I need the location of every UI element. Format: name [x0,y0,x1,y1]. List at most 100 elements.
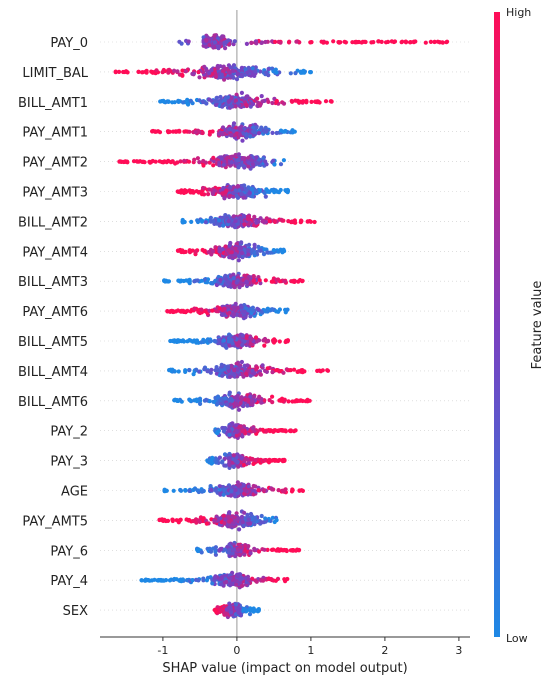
shap-point [285,576,290,582]
shap-point [175,248,181,253]
shap-point [208,339,213,344]
shap-point [236,407,242,412]
shap-point [209,458,214,463]
shap-point [186,159,192,164]
shap-point [173,161,178,166]
shap-point [209,487,214,492]
shap-point [212,33,217,38]
shap-point [227,127,232,132]
shap-point [231,222,236,227]
shap-point [300,99,306,104]
shap-point [199,340,204,345]
shap-point [270,130,275,135]
shap-point [225,365,230,370]
shap-point [146,578,151,583]
shap-point [263,516,268,521]
shap-point [270,400,275,405]
shap-point [232,285,237,290]
shap-point [274,70,279,75]
shap-point [317,100,322,105]
shap-point [236,547,241,552]
shap-point [183,369,188,374]
shap-point [259,125,264,130]
shap-point [262,458,267,463]
shap-point [256,307,261,312]
shap-point [186,518,191,523]
shap-point [285,307,290,312]
shap-point [227,70,232,75]
shap-point [162,517,167,522]
shap-point [199,278,204,283]
shap-point [273,578,278,583]
shap-point [252,214,257,219]
shap-point [259,520,264,525]
swarm-bill_amt4 [167,359,331,379]
shap-point [192,306,197,311]
shap-point [197,75,202,80]
shap-point [235,158,241,163]
shap-point [263,194,268,199]
feature-gridlines [100,41,470,611]
shap-point [200,130,205,136]
shap-point [271,547,276,552]
shap-point [270,100,275,106]
shap-point [238,577,243,582]
shap-point [253,335,259,340]
shap-point [257,394,262,399]
shap-point [211,44,216,49]
shap-point [240,520,245,525]
shap-point [224,188,229,193]
shap-point [191,372,196,377]
shap-point [250,187,255,192]
shap-point [177,128,182,133]
shap-point [251,274,256,279]
shap-point [336,40,341,45]
shap-point [233,395,238,400]
shap-point [259,94,264,99]
shap-point [404,39,409,44]
shap-point [122,159,127,164]
shap-point [188,398,193,403]
shap-point [178,159,183,164]
shap-point [181,219,186,224]
shap-point [309,99,314,104]
shap-point [196,70,201,75]
shap-point [231,121,237,126]
shap-point [277,428,282,433]
shap-point [229,154,234,159]
shap-point [259,513,264,519]
shap-point [270,394,275,399]
shap-point [228,518,234,523]
shap-point [371,40,376,45]
shap-point [257,103,262,108]
shap-point [221,429,226,434]
shap-point [313,99,318,104]
shap-point [320,368,325,373]
shap-point [180,100,186,105]
shap-point [290,548,295,553]
shap-point [234,401,239,407]
shap-point [297,100,302,105]
shap-point [183,129,188,134]
shap-point [226,99,231,104]
shap-point [213,545,218,550]
shap-point [136,69,141,74]
shap-point [408,40,413,45]
shap-point [201,576,206,581]
shap-point [239,65,244,70]
shap-point [278,162,284,167]
shap-point [246,398,251,403]
shap-point [243,315,248,320]
shap-point [241,195,246,200]
shap-point [236,483,241,488]
shap-point [227,310,232,315]
shap-point [235,517,240,522]
shap-point [251,278,256,283]
shap-point [159,578,164,583]
shap-point [243,547,248,552]
shap-point [258,248,263,253]
shap-point [164,488,169,493]
shap-point [204,578,209,583]
shap-point [243,67,248,72]
